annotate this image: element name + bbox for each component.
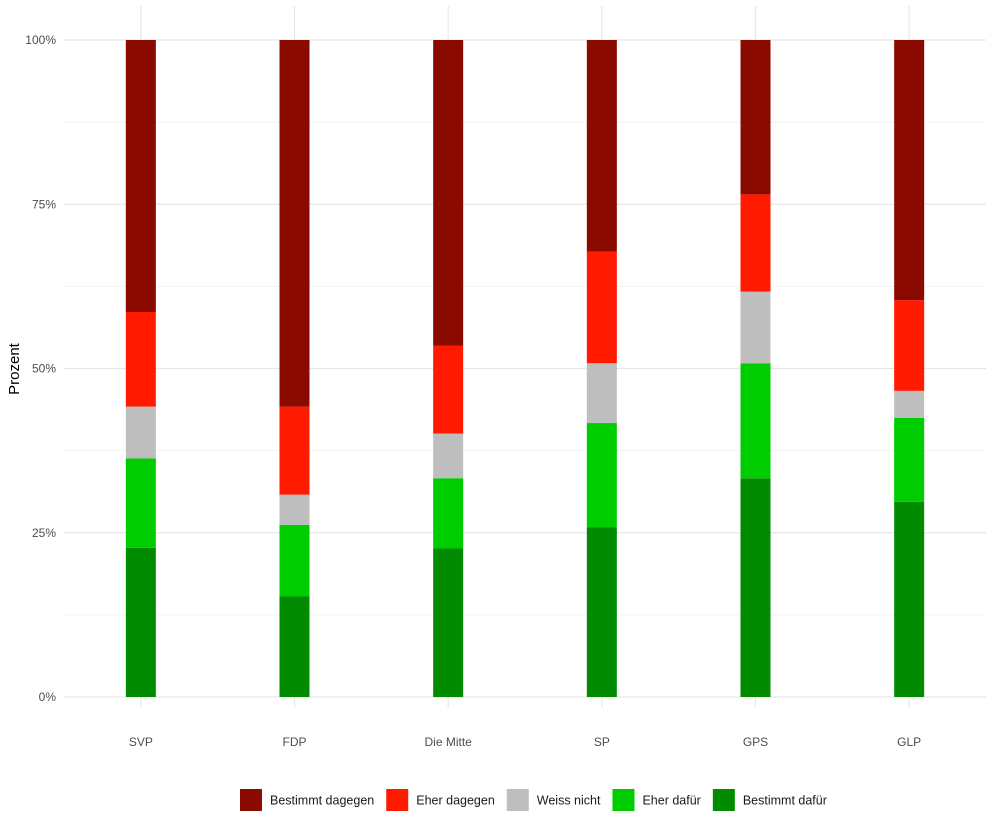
- bar-segment-fdp-weiss-nicht: [279, 494, 310, 525]
- x-tick-label: GLP: [897, 735, 921, 749]
- y-tick-label: 75%: [32, 197, 56, 211]
- bar-segment-fdp-eher-daf-r: [279, 524, 310, 597]
- bar-segment-gps-bestimmt-daf-r: [740, 478, 771, 697]
- bar-segment-fdp-bestimmt-daf-r: [279, 596, 310, 697]
- y-tick-label: 50%: [32, 362, 56, 376]
- y-tick-label: 25%: [32, 526, 56, 540]
- bar-segment-sp-bestimmt-daf-r: [586, 527, 617, 697]
- legend-label-eher-daf-r: Eher dafür: [642, 794, 700, 808]
- bar-segment-die-mitte-weiss-nicht: [433, 433, 464, 479]
- y-tick-label: 0%: [39, 690, 57, 704]
- bar-segment-die-mitte-eher-daf-r: [433, 478, 464, 549]
- bar-segment-glp-eher-daf-r: [894, 417, 925, 502]
- bar-segment-gps-eher-dagegen: [740, 194, 771, 292]
- bar-segment-die-mitte-bestimmt-daf-r: [433, 548, 464, 697]
- bar-segment-die-mitte-bestimmt-dagegen: [433, 40, 464, 346]
- legend-key-eher-dagegen: [386, 789, 409, 811]
- x-tick-label: Die Mitte: [424, 735, 472, 749]
- legend-label-eher-dagegen: Eher dagegen: [416, 794, 495, 808]
- bar-segment-svp-eher-daf-r: [125, 458, 156, 548]
- bar-segment-gps-weiss-nicht: [740, 291, 771, 364]
- y-tick-label: 100%: [25, 33, 56, 47]
- bar-segment-glp-eher-dagegen: [894, 300, 925, 391]
- bar-segment-die-mitte-eher-dagegen: [433, 345, 464, 434]
- bar-segment-sp-eher-dagegen: [586, 251, 617, 364]
- legend-key-weiss-nicht: [506, 789, 529, 811]
- bar-segment-gps-bestimmt-dagegen: [740, 40, 771, 195]
- x-tick-label: SVP: [129, 735, 153, 749]
- legend-key-eher-daf-r: [612, 789, 635, 811]
- bar-segment-glp-weiss-nicht: [894, 390, 925, 418]
- legend-key-bestimmt-dagegen: [240, 789, 262, 811]
- bar-segment-svp-bestimmt-daf-r: [125, 547, 156, 697]
- bar-segment-sp-weiss-nicht: [586, 363, 617, 424]
- legend-label-bestimmt-daf-r: Bestimmt dafür: [743, 794, 827, 808]
- x-tick-label: SP: [594, 735, 610, 749]
- y-axis-title: Prozent: [6, 342, 23, 395]
- bars: [125, 40, 925, 697]
- bar-segment-glp-bestimmt-dagegen: [894, 40, 925, 301]
- bar-segment-sp-eher-daf-r: [586, 423, 617, 528]
- x-tick-label: FDP: [283, 735, 307, 749]
- bar-segment-fdp-bestimmt-dagegen: [279, 40, 310, 407]
- bar-segment-sp-bestimmt-dagegen: [586, 40, 617, 252]
- legend-label-bestimmt-dagegen: Bestimmt dagegen: [270, 794, 374, 808]
- x-axis: SVP FDP Die Mitte SP GPS GLP: [129, 735, 921, 749]
- bar-segment-glp-bestimmt-daf-r: [894, 501, 925, 697]
- legend-key-bestimmt-daf-r: [712, 789, 735, 811]
- y-axis: 0% 25% 50% 75% 100%: [25, 33, 56, 704]
- bar-segment-svp-weiss-nicht: [125, 406, 156, 459]
- legend-label-weiss-nicht: Weiss nicht: [537, 794, 601, 808]
- bar-segment-svp-eher-dagegen: [125, 311, 156, 407]
- bar-segment-gps-eher-daf-r: [740, 363, 771, 479]
- x-tick-label: GPS: [743, 735, 768, 749]
- bar-segment-fdp-eher-dagegen: [279, 406, 310, 495]
- bar-segment-svp-bestimmt-dagegen: [125, 40, 156, 312]
- grid: [64, 6, 986, 707]
- legend: Bestimmt dagegen Eher dagegen Weiss nicht E…: [240, 789, 827, 811]
